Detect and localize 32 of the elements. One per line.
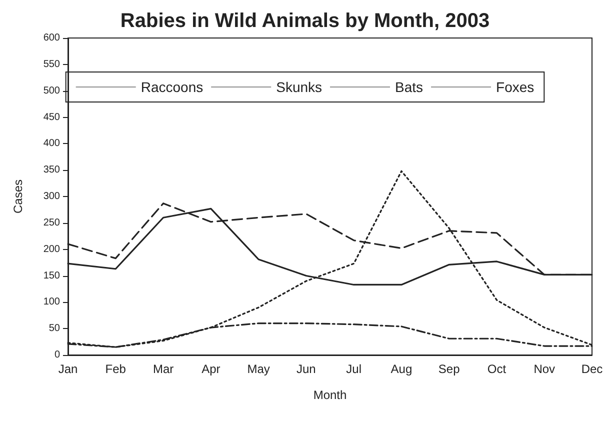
- y-tick-label: 350: [43, 164, 60, 176]
- legend-label: Raccoons: [140, 79, 204, 95]
- x-tick-label: Dec: [581, 362, 603, 376]
- y-tick-label: 550: [43, 58, 60, 70]
- x-tick-label: Aug: [390, 362, 412, 376]
- x-tick-label: Jul: [346, 362, 362, 376]
- y-tick-label: 600: [43, 32, 60, 44]
- y-tick-label: 300: [43, 191, 60, 202]
- x-tick-label: Oct: [487, 362, 507, 376]
- x-tick-label: May: [247, 362, 270, 376]
- x-tick-label: Jan: [58, 362, 78, 376]
- legend-label: Skunks: [276, 79, 322, 95]
- y-tick-label: 200: [43, 244, 60, 255]
- y-tick-label: 450: [43, 112, 60, 123]
- chart-title: Rabies in Wild Animals by Month, 2003: [120, 10, 490, 32]
- x-tick-label: Mar: [152, 362, 174, 376]
- y-tick-label: 500: [43, 85, 60, 96]
- x-tick-label: Nov: [534, 362, 556, 376]
- y-tick-label: 400: [43, 138, 60, 150]
- x-tick-label: Feb: [105, 362, 126, 376]
- x-tick-label: Apr: [202, 362, 220, 376]
- legend-label: Bats: [395, 79, 424, 95]
- x-tick-label: Jun: [296, 362, 316, 376]
- y-tick-label: 150: [43, 270, 60, 282]
- x-tick-label: Sep: [438, 362, 460, 376]
- y-tick-label: 50: [48, 323, 60, 334]
- y-tick-label: 250: [43, 217, 60, 228]
- legend-label: Foxes: [496, 79, 534, 95]
- y-tick-label: 100: [43, 296, 60, 308]
- y-axis-title: Cases: [11, 179, 25, 214]
- x-axis-title: Month: [313, 388, 347, 402]
- y-tick-label: 0: [54, 350, 60, 360]
